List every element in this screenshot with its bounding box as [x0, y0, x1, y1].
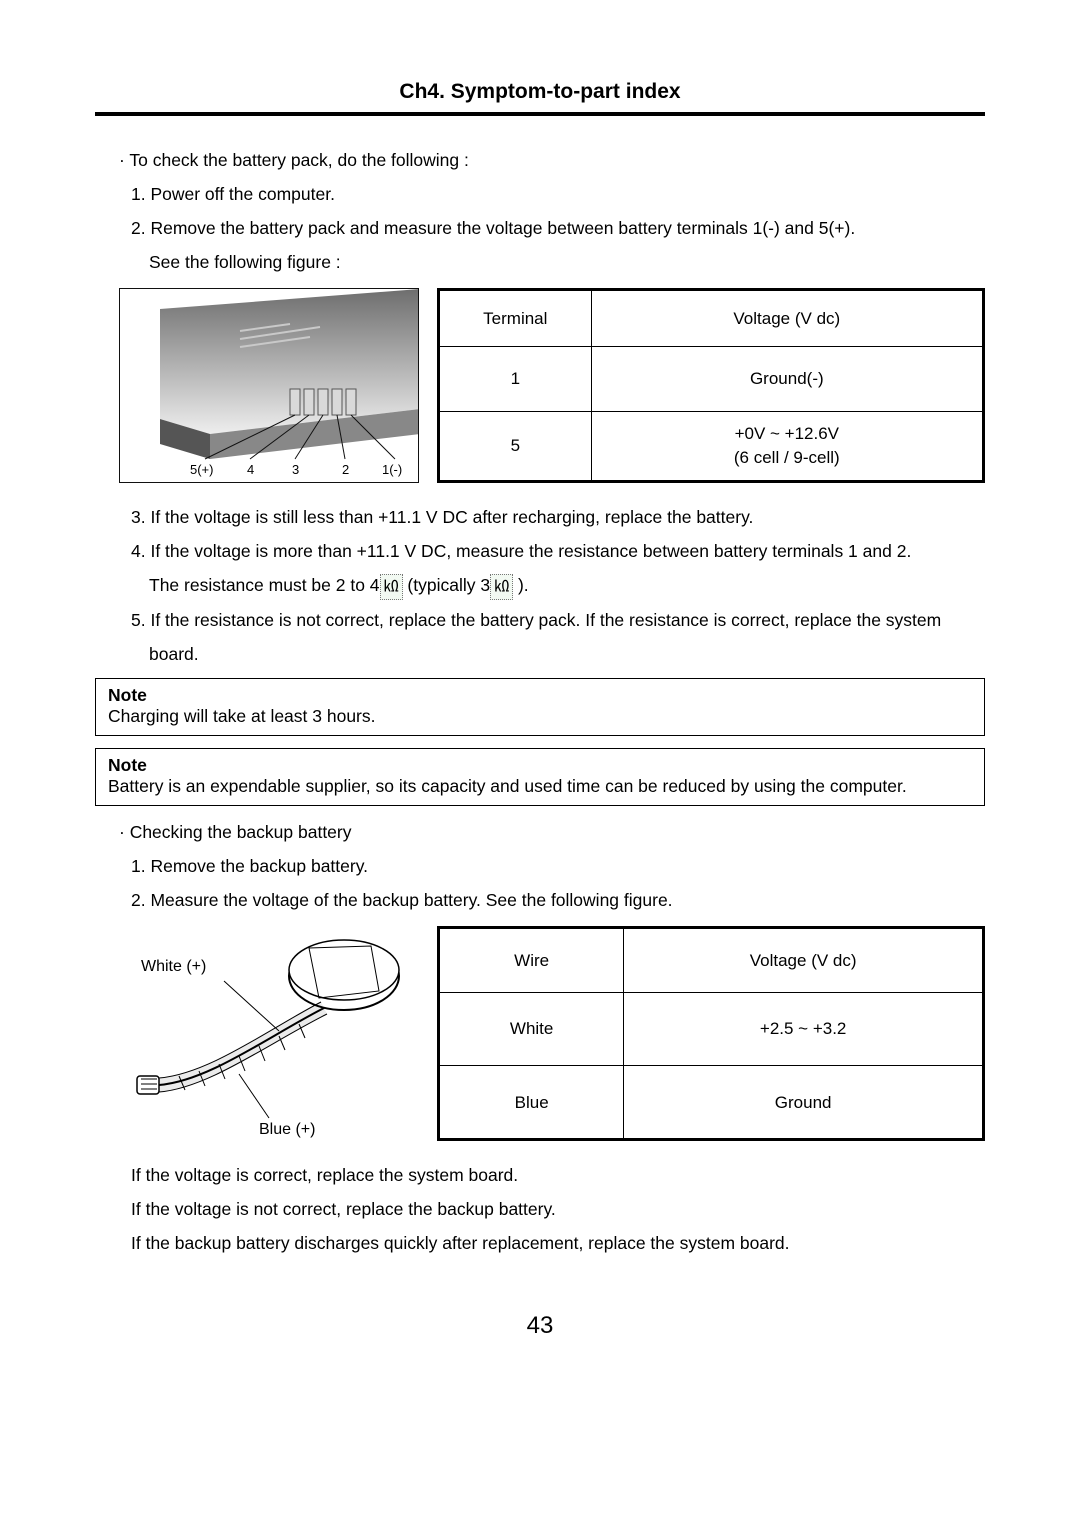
final-line-3: If the backup battery discharges quickly…: [119, 1229, 985, 1257]
th-wvolt: Voltage (V dc): [624, 928, 984, 993]
cell-volt-blue: Ground: [624, 1066, 984, 1140]
battery-pack-figure: 5(+) 4 3 2 1(-): [119, 288, 419, 483]
cell-volt-white: +2.5 ~ +3.2: [624, 992, 984, 1066]
step-4b: The resistance must be 2 to 4㏀ (typicall…: [119, 571, 985, 600]
step-4: 4. If the voltage is more than +11.1 V D…: [119, 537, 985, 565]
step-4b-pre: The resistance must be 2 to 4: [149, 575, 380, 595]
cell-volt-1: Ground(-): [591, 346, 983, 411]
step-1: 1. Power off the computer.: [119, 180, 985, 208]
step-5b: board.: [119, 640, 985, 668]
title-rule: [95, 112, 985, 116]
backup-battery-figure: White (+) Blue (+): [119, 926, 419, 1141]
step-2: 2. Remove the battery pack and measure t…: [119, 214, 985, 242]
term-label-5p: 5(+): [190, 462, 213, 477]
note-box-1: Note Charging will take at least 3 hours…: [95, 678, 985, 736]
step-5a: 5. If the resistance is not correct, rep…: [119, 606, 985, 634]
cell-volt-5-l2: (6 cell / 9-cell): [734, 448, 840, 467]
cell-volt-5-l1: +0V ~ +12.6V: [735, 424, 839, 443]
page: Ch4. Symptom-to-part index · To check th…: [0, 0, 1080, 1400]
battery-figure-row: 5(+) 4 3 2 1(-) Terminal Voltage (V dc): [119, 288, 985, 483]
intro-line: · To check the battery pack, do the foll…: [119, 146, 985, 174]
backup-figure-row: White (+) Blue (+) Wire Voltage (V dc) W…: [119, 926, 985, 1141]
cell-wire-blue: Blue: [439, 1066, 624, 1140]
cell-volt-5: +0V ~ +12.6V (6 cell / 9-cell): [591, 411, 983, 482]
cell-term-1: 1: [439, 346, 592, 411]
backup-step-1: 1. Remove the backup battery.: [119, 852, 985, 880]
note2-title: Note: [108, 755, 972, 776]
label-white: White (+): [141, 958, 206, 975]
page-number: 43: [95, 1312, 985, 1340]
terminal-voltage-table: Terminal Voltage (V dc) 1 Ground(-) 5 +0…: [437, 288, 985, 483]
backup-heading: · Checking the backup battery: [119, 818, 985, 846]
note1-body: Charging will take at least 3 hours.: [108, 706, 972, 727]
label-blue: Blue (+): [259, 1121, 315, 1138]
note-box-2: Note Battery is an expendable supplier, …: [95, 748, 985, 806]
cell-term-5: 5: [439, 411, 592, 482]
term-label-2: 2: [342, 462, 349, 477]
final-line-1: If the voltage is correct, replace the s…: [119, 1161, 985, 1189]
step-3: 3. If the voltage is still less than +11…: [119, 503, 985, 531]
term-label-4: 4: [247, 462, 254, 477]
term-label-1n: 1(-): [382, 462, 402, 477]
step-4b-mid: (typically 3: [403, 575, 491, 595]
step-2-cont: See the following figure :: [119, 248, 985, 276]
backup-section: · Checking the backup battery 1. Remove …: [95, 818, 985, 1257]
ohm-unit-1: ㏀: [380, 574, 403, 600]
chapter-title: Ch4. Symptom-to-part index: [95, 80, 985, 104]
term-label-3: 3: [292, 462, 299, 477]
final-line-2: If the voltage is not correct, replace t…: [119, 1195, 985, 1223]
ohm-unit-2: ㏀: [490, 574, 513, 600]
th-terminal: Terminal: [439, 290, 592, 347]
th-wire: Wire: [439, 928, 624, 993]
note2-body: Battery is an expendable supplier, so it…: [108, 776, 972, 797]
content-body: · To check the battery pack, do the foll…: [95, 146, 985, 668]
cell-wire-white: White: [439, 992, 624, 1066]
wire-voltage-table: Wire Voltage (V dc) White +2.5 ~ +3.2 Bl…: [437, 926, 985, 1141]
step-4b-post: ).: [513, 575, 529, 595]
note1-title: Note: [108, 685, 972, 706]
backup-step-2: 2. Measure the voltage of the backup bat…: [119, 886, 985, 914]
th-voltage: Voltage (V dc): [591, 290, 983, 347]
